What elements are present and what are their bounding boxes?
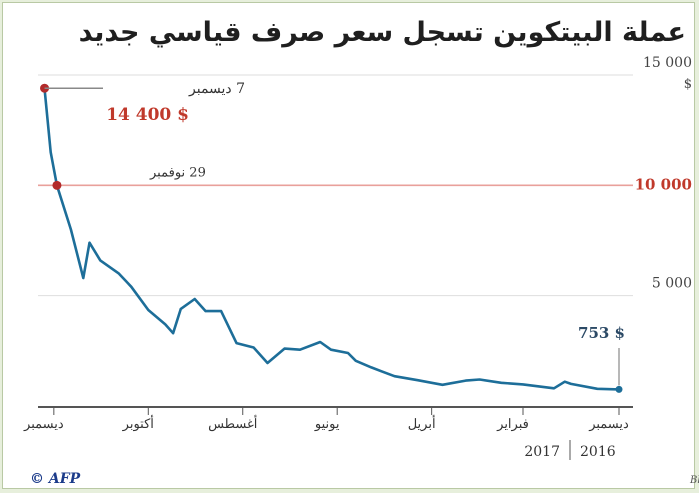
x-tick-label: فبراير — [496, 417, 529, 432]
cross-marker — [52, 180, 62, 190]
chart-title: عملة البيتكوين تسجل سعر صرف قياسي جديد — [78, 17, 686, 48]
y-tick-label: 5 000 — [652, 276, 692, 292]
year-label-2017: 2017 — [524, 444, 560, 460]
year-label-2016: 2016 — [580, 444, 616, 460]
afp-logo: © AFP — [30, 471, 81, 487]
cross-date-label: 29 نوفمبر — [149, 165, 206, 180]
x-tick-label: أغسطس — [208, 415, 257, 432]
start-marker — [615, 385, 623, 393]
x-tick-label: أكتوبر — [122, 415, 154, 432]
price-line — [43, 88, 620, 391]
threshold-label: 10 000 — [635, 175, 692, 193]
x-tick-label: أبريل — [408, 415, 436, 432]
x-tick-label: ديسمبر — [588, 417, 629, 432]
x-tick-label: ديسمبر — [23, 417, 64, 432]
y-unit-label: $ — [684, 77, 692, 92]
x-tick-label: يونيو — [314, 417, 340, 432]
source-credit: المصدر: Bloomberg/CoinDesk.com — [689, 475, 699, 486]
start-value-label: 753 $ — [578, 324, 625, 342]
y-tick-label: 15 000 — [643, 55, 692, 71]
peak-value-label: 14 400 $ — [106, 105, 189, 125]
peak-date-label: 7 ديسمبر — [188, 81, 245, 97]
